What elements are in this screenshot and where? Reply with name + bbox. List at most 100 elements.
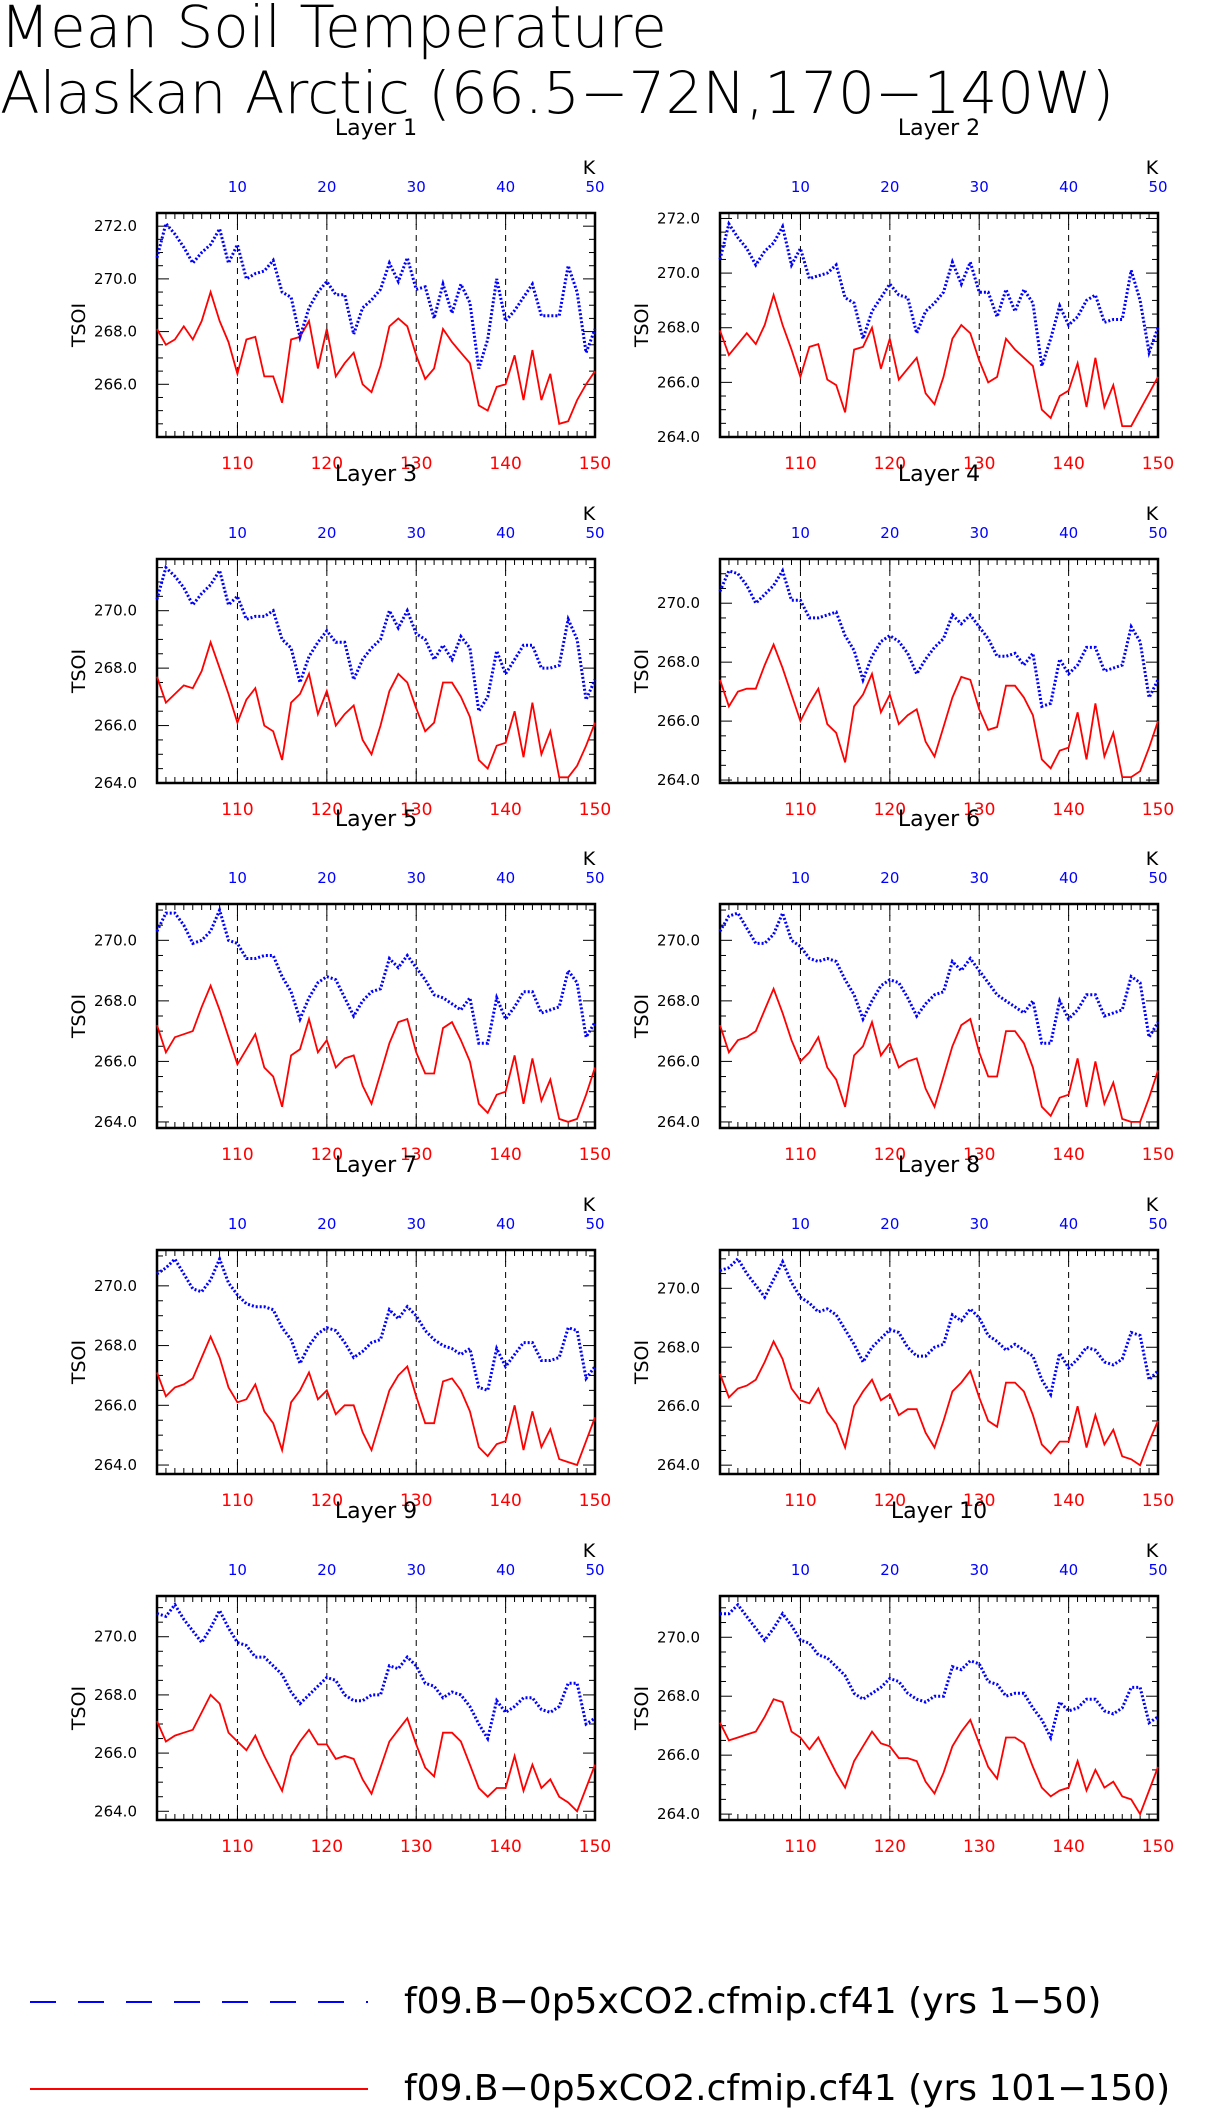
x-tick-label-bottom: 120 — [874, 1491, 906, 1511]
x-tick-label-top: 40 — [1059, 1215, 1078, 1233]
x-tick-label-top: 40 — [496, 524, 515, 542]
top-axis-label: K — [1146, 1540, 1159, 1562]
y-tick-label: 268.0 — [94, 1686, 137, 1704]
series-line-yrs-101-150 — [156, 639, 596, 779]
top-axis-label: K — [1146, 1194, 1159, 1216]
y-axis-label: TSOI — [631, 649, 653, 694]
y-axis-label: TSOI — [68, 1686, 90, 1731]
y-tick-label: 268.0 — [94, 1337, 137, 1355]
chart-title-line-2: Alaskan Arctic (66.5−72N,170−140W) — [0, 59, 1114, 127]
y-tick-label: 266.0 — [657, 1397, 700, 1415]
series-line-yrs-101-150 — [719, 986, 1159, 1123]
x-tick-label-top: 10 — [228, 869, 247, 887]
y-tick-label: 264.0 — [657, 1456, 700, 1474]
panel-layer-6: Layer 6 TSOI K 264.0 266.0 268.0 270.0 10 20 30 40… — [631, 807, 1174, 1165]
panel-layer-1: Layer 1 TSOI K 266.0 268.0 270.0 272.0 10 20 30 40… — [68, 116, 611, 474]
x-tick-label-bottom: 150 — [579, 1145, 611, 1165]
x-tick-label-top: 40 — [1059, 1561, 1078, 1579]
series-line-yrs-1-50 — [720, 1602, 1159, 1742]
y-tick-label: 266.0 — [94, 1744, 137, 1762]
x-tick-label-top: 30 — [407, 178, 426, 196]
y-tick-label: 266.0 — [94, 1052, 137, 1070]
x-tick-label-bottom: 150 — [579, 1837, 611, 1857]
x-tick-label-bottom: 120 — [874, 800, 906, 820]
x-tick-label-bottom: 110 — [784, 454, 816, 474]
y-tick-label: 270.0 — [657, 1279, 700, 1297]
y-tick-label: 264.0 — [94, 1802, 137, 1820]
top-axis-label: K — [1146, 848, 1159, 870]
y-tick-label: 270.0 — [94, 931, 137, 949]
y-tick-label: 270.0 — [657, 594, 700, 612]
y-axis-label: TSOI — [631, 303, 653, 348]
legend: f09.B−0p5xCO2.cfmip.cf41 (yrs 1−50) f09.… — [30, 1981, 1170, 2109]
panel-layer-7: Layer 7 TSOI K 264.0 266.0 268.0 270.0 10 20 30 40… — [68, 1153, 611, 1511]
x-tick-label-top: 50 — [1148, 1215, 1167, 1233]
x-tick-label-top: 20 — [880, 869, 899, 887]
y-tick-label: 266.0 — [657, 1052, 700, 1070]
x-tick-label-top: 40 — [1059, 178, 1078, 196]
y-tick-label: 268.0 — [94, 323, 137, 341]
x-tick-label-bottom: 130 — [963, 800, 995, 820]
x-tick-label-bottom: 150 — [1142, 1491, 1174, 1511]
panel-title: Layer 9 — [335, 1499, 417, 1524]
x-tick-label-bottom: 150 — [1142, 800, 1174, 820]
x-tick-label-bottom: 130 — [400, 1145, 432, 1165]
y-tick-label: 270.0 — [94, 1277, 137, 1295]
y-tick-label: 268.0 — [657, 1338, 700, 1356]
y-tick-label: 270.0 — [94, 1628, 137, 1646]
x-tick-label-top: 30 — [970, 1215, 989, 1233]
series-line-yrs-101-150 — [156, 1693, 596, 1813]
y-tick-label: 266.0 — [94, 717, 137, 735]
y-tick-label: 264.0 — [657, 1113, 700, 1131]
y-tick-label: 264.0 — [94, 774, 137, 792]
x-tick-label-top: 10 — [228, 178, 247, 196]
y-tick-label: 264.0 — [94, 1113, 137, 1131]
plot-frame — [155, 1594, 597, 1822]
panel-title: Layer 10 — [891, 1499, 987, 1524]
x-tick-label-bottom: 140 — [1052, 1145, 1084, 1165]
y-tick-label: 266.0 — [657, 373, 700, 391]
panel-title: Layer 2 — [898, 116, 980, 141]
plot-frame — [718, 211, 1160, 439]
series-line-yrs-101-150 — [156, 289, 596, 425]
x-tick-label-bottom: 120 — [874, 1837, 906, 1857]
panel-layer-2: Layer 2 TSOI K 264.0 266.0 268.0 270.0 272.0 10 2… — [631, 116, 1174, 474]
top-axis-label: K — [583, 157, 596, 179]
x-tick-label-bottom: 110 — [221, 1837, 253, 1857]
y-tick-label: 272.0 — [94, 217, 137, 235]
panel-title: Layer 4 — [898, 462, 980, 487]
y-tick-label: 266.0 — [94, 375, 137, 393]
series-line-yrs-1-50 — [155, 905, 597, 1045]
x-tick-label-top: 50 — [585, 178, 604, 196]
x-tick-label-top: 30 — [407, 1215, 426, 1233]
y-tick-label: 270.0 — [657, 1628, 700, 1646]
panel-layer-3: Layer 3 TSOI K 264.0 266.0 268.0 270.0 10 20 30 40… — [68, 462, 611, 820]
series-line-yrs-1-50 — [156, 1602, 596, 1743]
x-tick-label-bottom: 140 — [489, 800, 521, 820]
y-tick-label: 268.0 — [657, 653, 700, 671]
series-line-yrs-1-50 — [155, 564, 597, 716]
plot-frame — [155, 557, 597, 785]
x-tick-label-bottom: 140 — [1052, 1491, 1084, 1511]
y-tick-label: 266.0 — [657, 712, 700, 730]
top-axis-label: K — [1146, 157, 1159, 179]
x-tick-label-top: 50 — [585, 524, 604, 542]
x-tick-label-top: 40 — [1059, 524, 1078, 542]
panel-layer-9: Layer 9 TSOI K 264.0 266.0 268.0 270.0 10 20 30 40… — [68, 1499, 611, 1857]
panel-title: Layer 5 — [335, 807, 417, 832]
top-axis-label: K — [1146, 503, 1159, 525]
legend-label-series-1: f09.B−0p5xCO2.cfmip.cf41 (yrs 1−50) — [404, 1981, 1101, 2022]
x-tick-label-top: 30 — [407, 524, 426, 542]
x-tick-label-top: 10 — [228, 1561, 247, 1579]
series-line-yrs-101-150 — [719, 291, 1159, 428]
x-tick-label-bottom: 110 — [784, 1145, 816, 1165]
x-tick-label-bottom: 140 — [1052, 454, 1084, 474]
y-tick-label: 272.0 — [657, 209, 700, 227]
x-tick-label-bottom: 130 — [963, 1145, 995, 1165]
x-tick-label-top: 30 — [970, 869, 989, 887]
x-tick-label-bottom: 140 — [489, 1837, 521, 1857]
y-tick-label: 268.0 — [94, 659, 137, 677]
y-axis-label: TSOI — [631, 1686, 653, 1731]
x-tick-label-bottom: 130 — [400, 1491, 432, 1511]
y-tick-label: 268.0 — [94, 992, 137, 1010]
